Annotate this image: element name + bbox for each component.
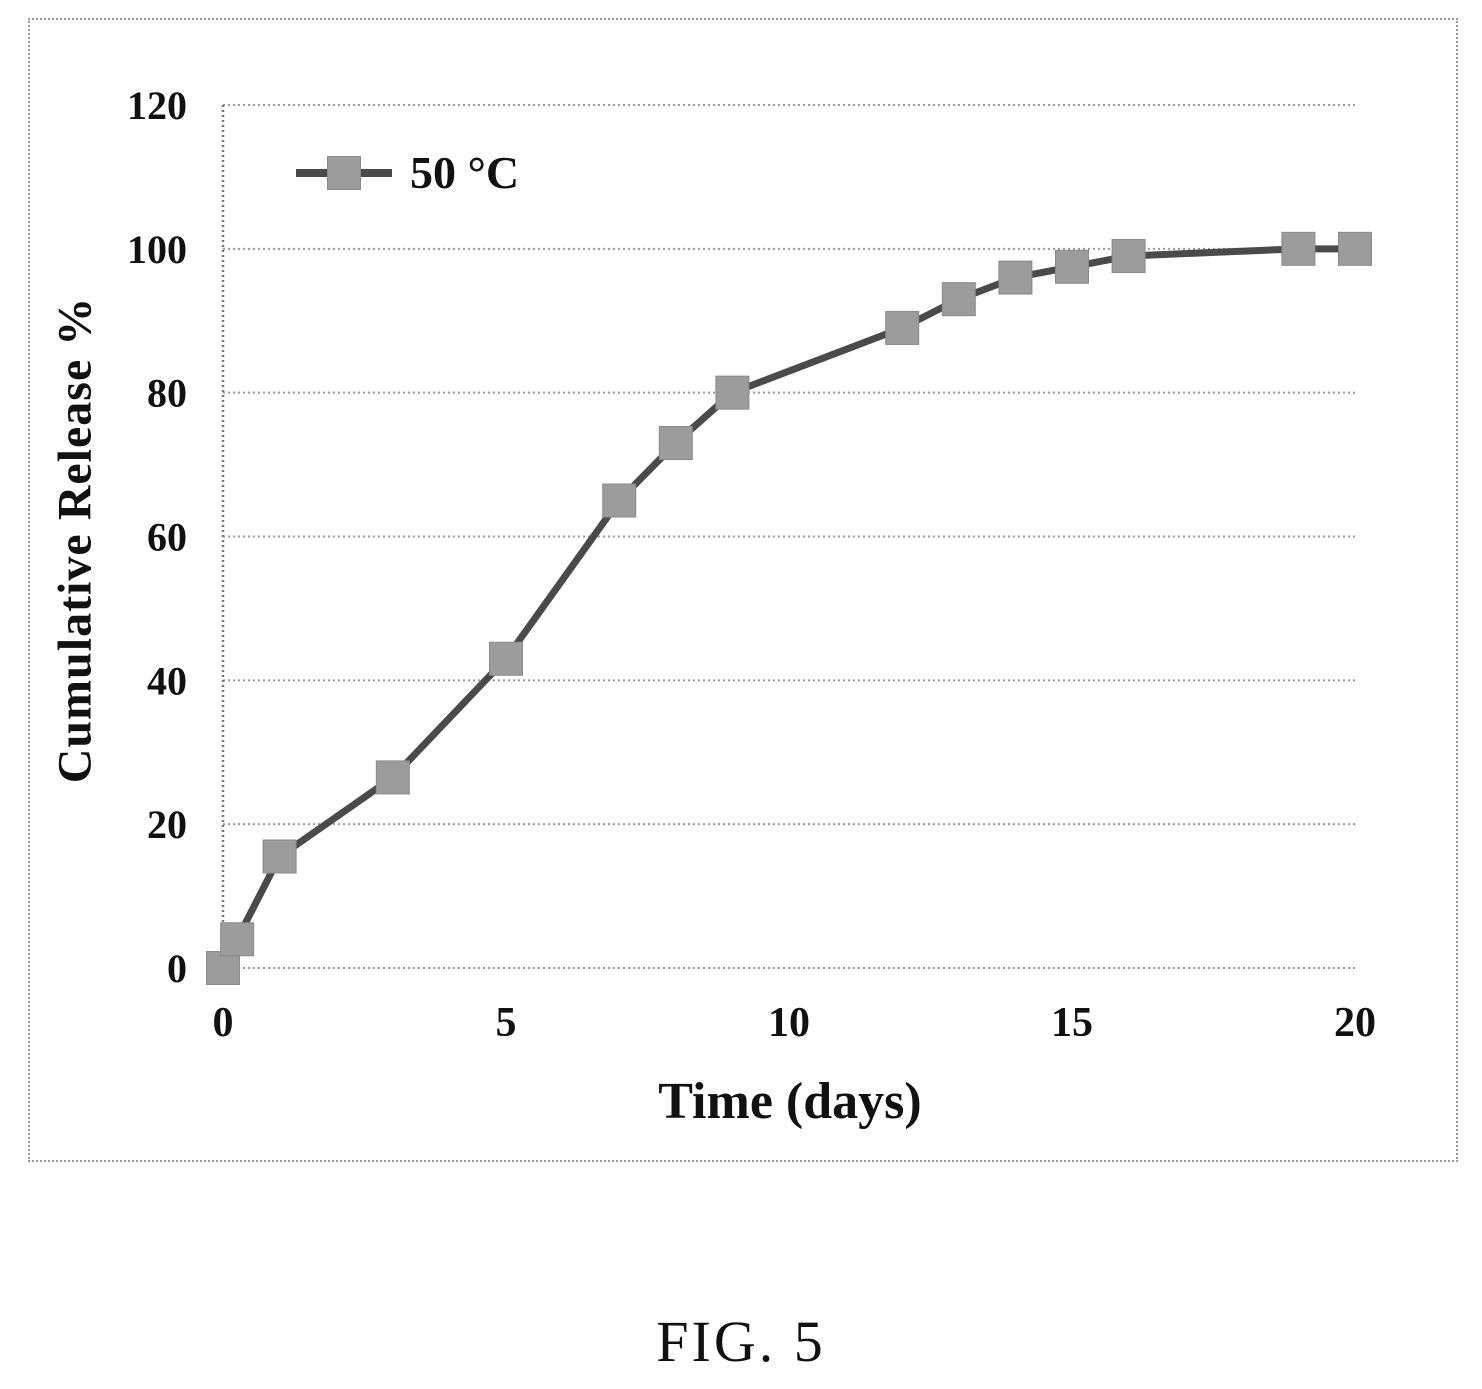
data-point-marker bbox=[262, 839, 297, 874]
y-tick-label: 80 bbox=[147, 371, 187, 416]
x-tick-label: 10 bbox=[768, 1000, 810, 1046]
figure-caption: FIG. 5 bbox=[656, 1309, 826, 1374]
x-tick-label: 5 bbox=[496, 1000, 517, 1046]
x-tick-label: 15 bbox=[1051, 1000, 1093, 1046]
x-tick-label: 20 bbox=[1334, 1000, 1376, 1046]
legend-series-marker bbox=[296, 155, 392, 190]
data-point-marker bbox=[206, 951, 240, 985]
data-point-marker bbox=[1111, 239, 1146, 274]
x-axis-title: Time (days) bbox=[658, 1073, 922, 1130]
legend-label: 50 °C bbox=[410, 147, 520, 198]
data-point-marker bbox=[941, 282, 976, 317]
release-chart: 0 20 40 60 80 100 120 0 5 10 15 20 bbox=[127, 83, 1376, 1046]
y-tick-label: 20 bbox=[147, 802, 187, 847]
data-point-marker bbox=[658, 426, 693, 461]
data-point-marker bbox=[1281, 231, 1316, 266]
data-point-marker bbox=[375, 760, 410, 795]
data-point-marker bbox=[998, 260, 1033, 295]
y-axis-title: Cumulative Release % bbox=[48, 296, 102, 784]
data-point-marker bbox=[1338, 231, 1372, 266]
legend: 50 °C bbox=[296, 146, 519, 199]
y-tick-label: 100 bbox=[127, 227, 187, 272]
y-tick-label: 120 bbox=[127, 83, 187, 128]
figure-box: 0 20 40 60 80 100 120 0 5 10 15 20 Cumulative Relea… bbox=[28, 18, 1458, 1162]
y-tick-label: 40 bbox=[147, 658, 187, 703]
data-point-marker bbox=[715, 375, 750, 410]
data-point-marker bbox=[602, 483, 637, 518]
data-point-marker bbox=[489, 641, 523, 676]
data-point-marker bbox=[1055, 249, 1089, 284]
series-line bbox=[219, 245, 1359, 972]
x-tick-label: 0 bbox=[213, 1000, 234, 1046]
data-point-marker bbox=[885, 310, 920, 345]
data-point-marker bbox=[220, 922, 255, 957]
y-tick-label: 0 bbox=[167, 946, 187, 991]
legend-square-icon bbox=[327, 155, 361, 190]
y-tick-label: 60 bbox=[147, 515, 187, 560]
